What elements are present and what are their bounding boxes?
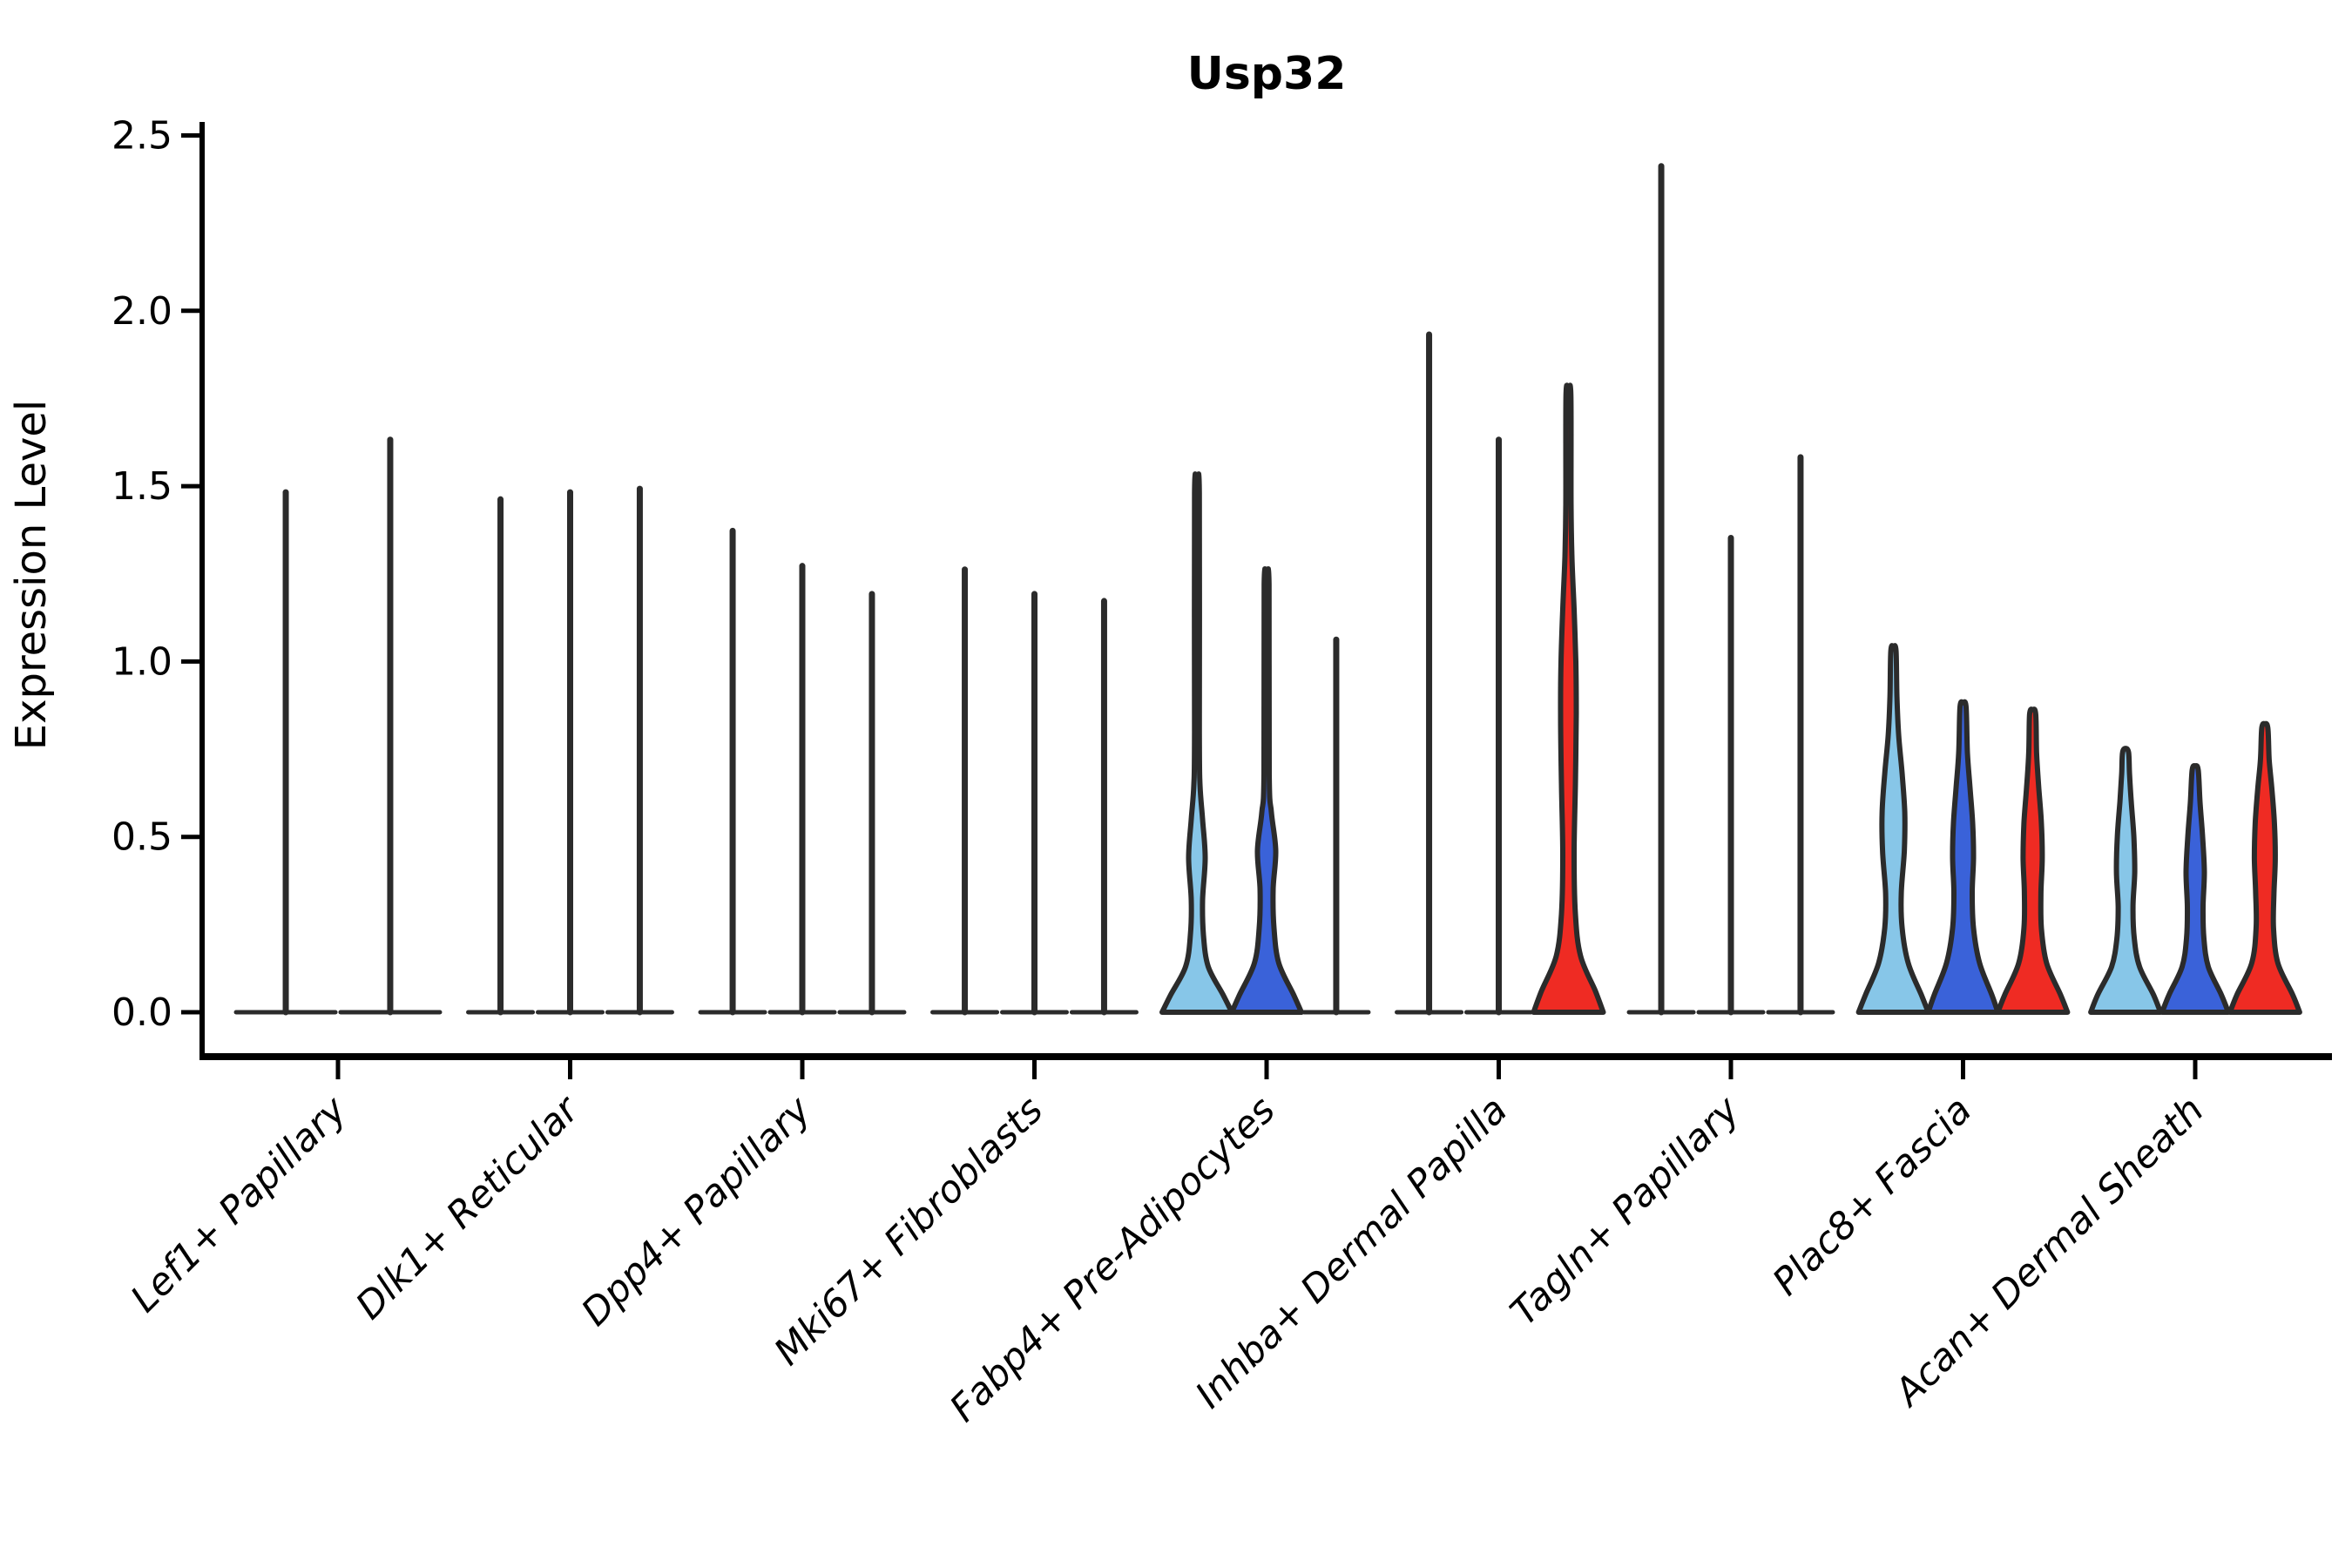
violins-layer <box>233 163 2302 1016</box>
y-tick-label: 2.0 <box>112 289 172 334</box>
violin-body <box>1855 643 1931 1015</box>
y-tick-label: 1.0 <box>112 639 172 684</box>
x-tick-label: Dpp4+ Papillary <box>573 1088 820 1335</box>
violin-body <box>1229 566 1304 1015</box>
x-tick-label: Plac8+ Fascia <box>1765 1088 1981 1304</box>
violin-body <box>2227 720 2302 1015</box>
y-tick-label: 0.5 <box>112 815 172 860</box>
x-tick-label: Tagln+ Papillary <box>1503 1088 1749 1335</box>
x-tick-label: Mki67+ Fibroblasts <box>766 1088 1051 1374</box>
x-tick-label: Lef1+ Papillary <box>123 1088 355 1321</box>
violin-body <box>1995 706 2071 1015</box>
y-tick-label: 2.5 <box>112 114 172 159</box>
violin-body <box>1159 471 1234 1015</box>
y-tick-label: 0.0 <box>112 990 172 1035</box>
y-axis-label: Expression Level <box>7 400 56 751</box>
chart-title: Usp32 <box>1187 48 1347 100</box>
violin-body <box>1531 382 1606 1015</box>
violin-body <box>2088 746 2164 1015</box>
violin-body <box>2159 762 2231 1015</box>
violin-body <box>1925 699 2001 1015</box>
x-tick-label: Dlk1+ Reticular <box>348 1087 589 1328</box>
y-tick-label: 1.5 <box>112 464 172 509</box>
